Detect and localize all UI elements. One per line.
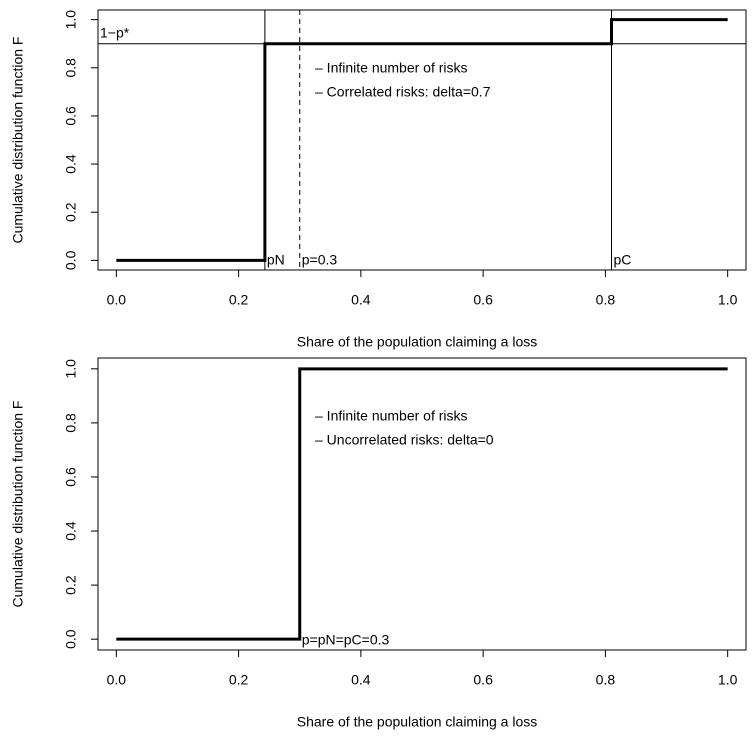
- x-tick-label: 0.4: [351, 672, 371, 688]
- annotation: – Infinite number of risks: [315, 60, 468, 76]
- plot-frame: [97, 357, 747, 651]
- x-tick-label: 0.2: [229, 672, 249, 688]
- y-axis-label: Cumulative distribution function F: [10, 37, 26, 244]
- y-tick-label: 0.6: [63, 106, 79, 126]
- x-tick-label: 0.4: [351, 292, 371, 308]
- y-tick-label: 0.4: [63, 521, 79, 541]
- y-tick-label: 1.0: [63, 359, 79, 379]
- y-tick-label: 0.4: [63, 154, 79, 174]
- x-axis-label: Share of the population claiming a loss: [297, 334, 537, 350]
- x-tick-label: 1.0: [718, 672, 738, 688]
- reference-label: pN: [267, 252, 285, 268]
- reference-label: p=pN=pC=0.3: [302, 632, 390, 648]
- y-tick-label: 0.0: [63, 250, 79, 270]
- x-tick-label: 0.6: [473, 292, 493, 308]
- y-axis-label: Cumulative distribution function F: [10, 401, 26, 608]
- y-tick-label: 0.8: [63, 58, 79, 78]
- reference-label: 1−p*: [100, 24, 130, 40]
- plot-frame: [97, 9, 747, 271]
- x-tick-label: 0.6: [473, 672, 493, 688]
- step-line: [116, 18, 728, 262]
- x-tick-label: 0.2: [229, 292, 249, 308]
- annotation: – Uncorrelated risks: delta=0: [315, 432, 494, 448]
- y-tick-label: 0.6: [63, 467, 79, 487]
- x-axis-label: Share of the population claiming a loss: [297, 714, 537, 730]
- x-tick-label: 1.0: [718, 292, 738, 308]
- y-tick-label: 0.2: [63, 575, 79, 595]
- y-tick-label: 0.0: [63, 629, 79, 649]
- reference-label: pC: [614, 252, 632, 268]
- y-tick-label: 0.2: [63, 202, 79, 222]
- y-tick-label: 0.8: [63, 413, 79, 433]
- x-tick-label: 0.0: [107, 292, 127, 308]
- x-tick-label: 0.8: [596, 292, 616, 308]
- reference-label: p=0.3: [302, 252, 338, 268]
- x-tick-label: 0.0: [107, 672, 127, 688]
- annotation: – Infinite number of risks: [315, 408, 468, 424]
- y-tick-label: 1.0: [63, 10, 79, 30]
- annotation: – Correlated risks: delta=0.7: [315, 84, 491, 100]
- step-line: [116, 367, 728, 641]
- x-tick-label: 0.8: [596, 672, 616, 688]
